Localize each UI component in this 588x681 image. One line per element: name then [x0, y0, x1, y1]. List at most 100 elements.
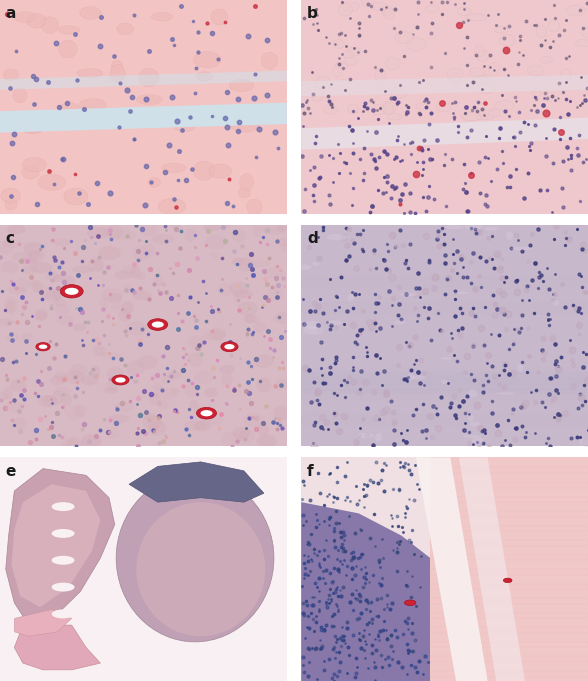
Ellipse shape: [204, 388, 218, 397]
Bar: [430, 613, 588, 618]
Ellipse shape: [108, 414, 130, 423]
Ellipse shape: [69, 364, 88, 377]
Text: c: c: [6, 232, 15, 247]
Ellipse shape: [407, 373, 415, 381]
Ellipse shape: [152, 321, 164, 328]
Ellipse shape: [79, 7, 101, 19]
Ellipse shape: [26, 14, 46, 28]
Ellipse shape: [99, 246, 121, 260]
Ellipse shape: [0, 392, 9, 401]
Ellipse shape: [503, 578, 512, 583]
Ellipse shape: [379, 81, 395, 92]
Ellipse shape: [111, 304, 124, 311]
Ellipse shape: [189, 400, 198, 409]
Ellipse shape: [4, 69, 18, 80]
Ellipse shape: [238, 428, 255, 443]
Ellipse shape: [54, 372, 67, 381]
Ellipse shape: [335, 62, 349, 69]
Ellipse shape: [158, 400, 169, 410]
Ellipse shape: [196, 407, 216, 419]
Text: e: e: [6, 464, 16, 479]
Polygon shape: [301, 75, 588, 96]
Ellipse shape: [344, 57, 357, 65]
Ellipse shape: [32, 281, 44, 292]
Ellipse shape: [333, 39, 345, 48]
Ellipse shape: [41, 17, 59, 33]
Polygon shape: [129, 462, 264, 502]
Ellipse shape: [348, 104, 359, 114]
Ellipse shape: [21, 266, 38, 274]
Ellipse shape: [141, 221, 156, 237]
Ellipse shape: [312, 262, 319, 266]
Ellipse shape: [469, 68, 486, 78]
Ellipse shape: [65, 288, 79, 295]
Ellipse shape: [206, 234, 227, 250]
Ellipse shape: [238, 257, 253, 272]
Ellipse shape: [452, 291, 469, 294]
Ellipse shape: [194, 420, 212, 431]
Ellipse shape: [210, 252, 219, 259]
Bar: [301, 381, 588, 394]
Ellipse shape: [39, 345, 47, 349]
Polygon shape: [430, 458, 588, 681]
Ellipse shape: [312, 93, 323, 101]
Ellipse shape: [496, 392, 514, 394]
Ellipse shape: [412, 375, 426, 379]
Ellipse shape: [64, 188, 88, 205]
Ellipse shape: [209, 328, 226, 340]
Ellipse shape: [171, 387, 180, 396]
Ellipse shape: [148, 319, 168, 330]
Ellipse shape: [576, 39, 588, 47]
Ellipse shape: [256, 424, 269, 435]
Ellipse shape: [243, 413, 265, 428]
Ellipse shape: [24, 242, 43, 255]
Ellipse shape: [275, 238, 296, 246]
Ellipse shape: [495, 101, 514, 110]
Polygon shape: [301, 502, 430, 681]
Ellipse shape: [115, 377, 126, 383]
Ellipse shape: [21, 121, 45, 133]
Ellipse shape: [370, 3, 388, 10]
Ellipse shape: [375, 433, 382, 441]
Bar: [430, 540, 588, 545]
Ellipse shape: [281, 243, 292, 252]
Ellipse shape: [52, 288, 61, 301]
Ellipse shape: [152, 383, 161, 391]
Ellipse shape: [392, 89, 407, 99]
Ellipse shape: [338, 4, 352, 16]
Ellipse shape: [425, 5, 439, 13]
Ellipse shape: [196, 72, 213, 81]
Ellipse shape: [233, 295, 242, 302]
Ellipse shape: [232, 427, 250, 439]
Ellipse shape: [273, 312, 293, 323]
Polygon shape: [12, 484, 101, 607]
Bar: [430, 482, 588, 488]
Ellipse shape: [472, 437, 484, 445]
Ellipse shape: [527, 65, 543, 76]
Ellipse shape: [375, 69, 386, 82]
Ellipse shape: [59, 103, 81, 120]
Bar: [430, 467, 588, 473]
Ellipse shape: [53, 274, 64, 282]
Ellipse shape: [512, 247, 532, 251]
Ellipse shape: [445, 225, 464, 229]
Bar: [430, 584, 588, 589]
Polygon shape: [6, 469, 115, 625]
Ellipse shape: [362, 0, 374, 6]
Ellipse shape: [1, 261, 19, 273]
Ellipse shape: [229, 80, 253, 92]
Ellipse shape: [211, 9, 228, 25]
Ellipse shape: [142, 243, 154, 257]
Ellipse shape: [480, 74, 493, 85]
Ellipse shape: [387, 114, 402, 120]
Ellipse shape: [253, 223, 263, 237]
Ellipse shape: [28, 251, 45, 258]
Text: f: f: [307, 464, 313, 479]
Ellipse shape: [54, 387, 71, 396]
Ellipse shape: [39, 287, 55, 299]
Bar: [430, 511, 588, 517]
Ellipse shape: [489, 109, 500, 117]
Text: b: b: [307, 6, 318, 21]
Ellipse shape: [35, 308, 48, 320]
Bar: [430, 671, 588, 676]
